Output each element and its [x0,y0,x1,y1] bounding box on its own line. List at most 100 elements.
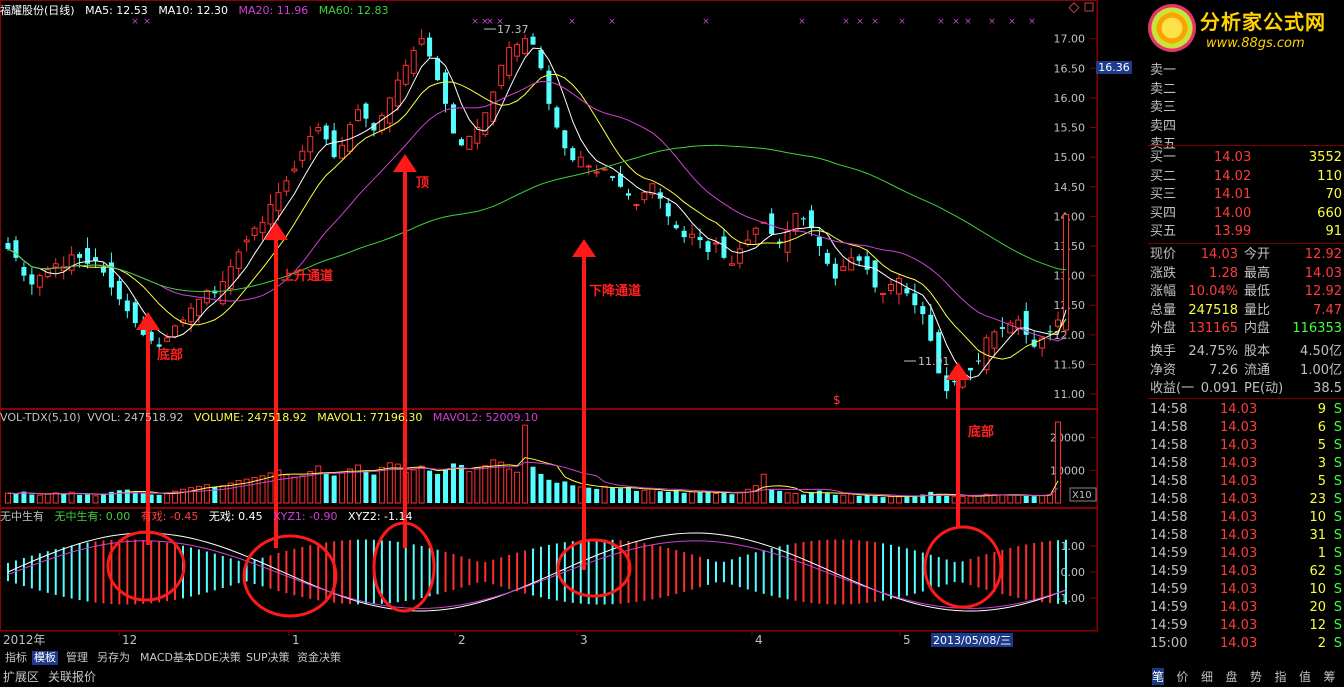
volume-bar [355,464,362,504]
price-tick-label: 16.00 [1054,92,1086,105]
buy-order-price: 14.03 [1214,150,1252,165]
sell-order-row: 卖五 [1150,136,1342,154]
quote-row: 现价 14.03 今开 12.92 [1150,246,1342,264]
tick-volume: 10 [1309,510,1326,525]
tick-row: 14:58 14.03 10 S [1150,509,1342,527]
volume-bar [418,465,425,504]
volume-bar [283,474,290,504]
tick-time: 14:59 [1150,600,1188,615]
right-tab[interactable]: 盘 [1225,670,1238,684]
vvol-value: VVOL: 247518.92 [87,411,184,424]
volume-bars [5,421,1062,504]
tick-price: 14.03 [1220,564,1258,579]
volume-bar [784,492,791,504]
price-tick-label: 12.50 [1054,299,1086,312]
candle-body [824,252,830,264]
candle-body [681,230,687,238]
toolbar-button[interactable]: 模板 [32,651,58,665]
buy-order-row: 买四 14.00 660 [1150,205,1342,223]
chart-svg[interactable]: 17.00 16.50 16.00 15.50 15.00 14.50 14.00 13.50… [0,0,1132,666]
indicator-v3: 无戏: 0.45 [208,510,263,523]
candle-body [895,278,902,295]
site-logo: 分析家公式网 www.88gs.com [1100,0,1344,58]
month-label: 2 [458,633,466,647]
stock-title: 福耀股份(日线) [0,4,75,17]
volume-bar [251,477,258,504]
candle-body [840,266,847,271]
bottom-bar-button[interactable]: 扩展区 [3,670,40,684]
toolbar-button[interactable]: DDE决策 [195,651,241,664]
ma10-value: MA10: 12.30 [158,4,229,17]
candle-body [378,115,385,131]
bottom-bar-button[interactable]: 关联报价 [48,670,97,684]
volume-bar [148,494,154,503]
candle-body [752,227,759,235]
right-tab[interactable]: 细 [1201,670,1214,684]
volume-bar [235,479,242,504]
volume-bar [848,493,855,504]
candle-body [530,36,536,45]
volume-bar [52,492,59,504]
tick-volume: 5 [1317,474,1326,489]
buy-order-row: 买一 14.03 3552 [1150,149,1342,167]
volume-bar [92,495,99,504]
high-label: 17.37 [497,23,529,36]
volume-bar [164,492,171,504]
toolbar-button[interactable]: SUP决策 [246,651,290,664]
volume-bar [721,492,727,503]
right-tab[interactable]: 笔 [1152,668,1165,685]
volume-bar [132,492,138,503]
right-tab[interactable]: 值 [1299,670,1312,684]
quote-panel: 分析家公式网 www.88gs.com 16.36 卖一 卖二 卖三 卖四 卖五 买一 1… [1096,0,1344,687]
volume-bar [458,465,464,503]
x-marker-icon: × [842,17,850,27]
volume-bar [386,462,393,504]
volume-bar [77,494,83,503]
right-tab[interactable]: 势 [1250,670,1263,684]
x-marker-icon: × [608,17,616,27]
tick-side: S [1333,564,1342,579]
month-label: 5 [903,633,911,647]
toolbar-button[interactable]: MACD基本 [140,651,195,664]
window-icon[interactable] [1084,2,1094,12]
sell-order-row: 卖一 [1150,62,1342,80]
candle-body [203,289,210,304]
candle-body [514,44,521,57]
tick-side: S [1333,474,1342,489]
toolbar-button[interactable]: 管理 [66,651,88,664]
quote-label: 涨跌 [1150,265,1177,281]
x-marker-icon: × [798,17,806,27]
toolbar-button[interactable]: 资金决策 [297,651,341,664]
tick-volume: 31 [1309,528,1326,543]
tick-volume: 23 [1309,492,1326,507]
quote-label: 外盘 [1150,321,1177,337]
bottom-bar: 扩展区 关联报价 [0,668,1098,687]
buy-order-volume: 3552 [1308,150,1342,165]
volume-bar [800,494,806,503]
diamond-icon[interactable] [1068,2,1080,14]
quote-label: 换手 [1150,344,1177,359]
price-header: 福耀股份(日线) MA5: 12.53 MA10: 12.30 MA20: 11… [0,3,395,18]
candle-body [490,91,497,122]
right-tab[interactable]: 筹 [1323,670,1336,684]
quote-value: 1.28 [1209,265,1238,281]
right-tab[interactable]: 指 [1274,670,1287,684]
candle-body [52,263,59,268]
current-price-tag: 16.36 [1096,61,1132,74]
kline-chart-area[interactable]: 17.00 16.50 16.00 15.50 15.00 14.50 14.00 13.50… [0,0,1147,687]
logo-brand: 分析家公式网 [1200,10,1326,34]
candle-body [386,97,393,124]
toolbar-button[interactable]: 另存为 [97,651,130,664]
volume-bar [999,494,1006,504]
right-tab[interactable]: 价 [1176,670,1189,684]
candle-body [618,173,624,187]
volume-bar [187,487,194,504]
candle-body [498,64,505,87]
tick-side: S [1333,618,1342,633]
quote-value: 1.00亿 [1300,362,1342,378]
candle-body [291,168,298,172]
volume-bar [466,471,473,504]
candle-body [601,168,608,171]
toolbar-button[interactable]: 指标 [5,651,27,664]
quote-value: 14.03 [1200,247,1238,262]
